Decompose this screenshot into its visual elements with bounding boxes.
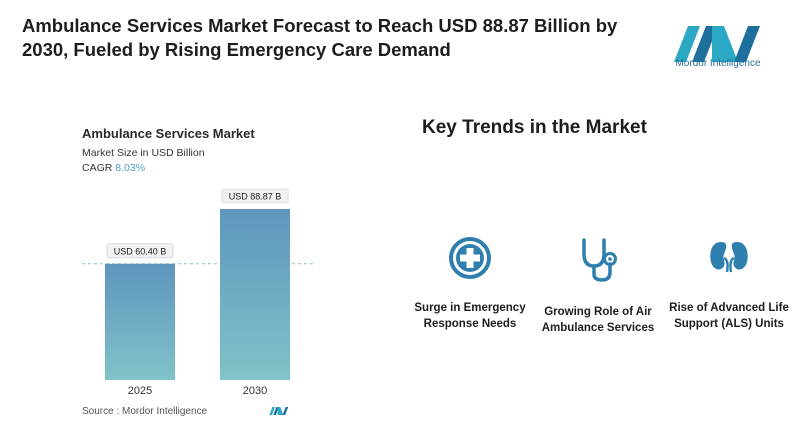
data-label-box xyxy=(221,188,289,204)
page-headline: Ambulance Services Market Forecast to Re… xyxy=(22,15,618,60)
trend-label: Surge in Emergency Response Needs xyxy=(414,302,526,330)
trend-label: Rise of Advanced Life Support (ALS) Unit… xyxy=(669,302,789,330)
trends-title: Key Trends in the Market xyxy=(422,117,647,138)
chart-title: Ambulance Services Market xyxy=(82,126,255,141)
data-label-box xyxy=(106,243,174,259)
x-tick-label: 2025 xyxy=(128,385,152,397)
source-logo-icon xyxy=(269,407,289,415)
trend-label: Growing Role of Air Ambulance Services xyxy=(541,306,655,334)
trend-item-emergency: Surge in Emergency Response Needs xyxy=(408,236,532,332)
x-tick-label: 2030 xyxy=(243,385,267,397)
brand-name: Mordor Intelligence xyxy=(675,58,761,69)
data-label: USD 60.40 B xyxy=(114,246,167,256)
bar-2025 xyxy=(105,263,175,380)
trend-item-air-ambulance: Growing Role of Air Ambulance Services xyxy=(536,236,660,336)
data-label: USD 88.87 B xyxy=(229,192,282,202)
cagr-label: CAGR xyxy=(82,162,113,174)
kidneys-icon xyxy=(710,242,748,273)
trend-item-als-units: Rise of Advanced Life Support (ALS) Unit… xyxy=(667,236,791,332)
chart-subtitle: Market Size in USD Billion xyxy=(82,147,205,159)
cagr-value: 8.03% xyxy=(115,162,146,174)
stethoscope-icon xyxy=(582,238,617,282)
mordor-logo-icon xyxy=(674,26,760,62)
source-note: Source : Mordor Intelligence xyxy=(82,406,208,417)
cagr-line: CAGR 8.03% xyxy=(82,162,145,174)
medical-cross-icon xyxy=(449,237,491,279)
bar-2030 xyxy=(220,209,290,380)
